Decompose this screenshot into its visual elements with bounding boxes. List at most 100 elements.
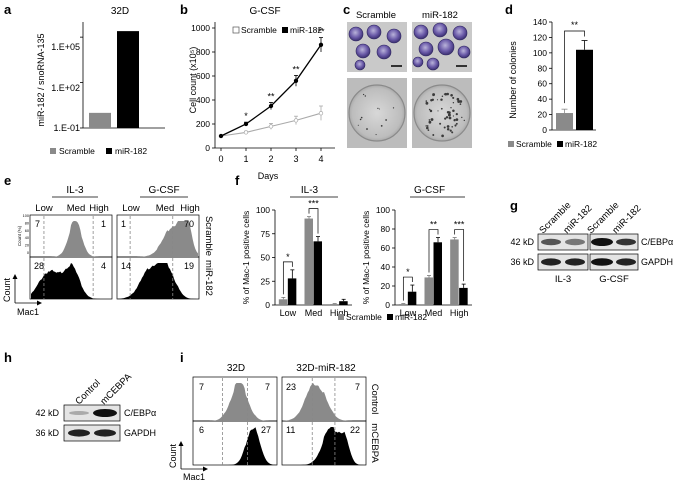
kd-marker: 42 kD xyxy=(510,237,534,247)
y-tick-label: 0 xyxy=(205,143,210,153)
colony-dot xyxy=(450,93,453,97)
y-tick-label: 0 xyxy=(542,125,547,135)
y-tick-label: 600 xyxy=(196,71,210,81)
histogram-curve xyxy=(283,383,365,421)
legend-label-scramble: Scramble xyxy=(59,146,95,156)
panel-a-ytick: 1.E-01 xyxy=(53,123,80,133)
x-tick-label: High xyxy=(450,308,469,318)
panel-label-e: e xyxy=(4,173,11,188)
panel-e-condition-gcsf: G-CSF xyxy=(148,185,179,196)
band xyxy=(616,238,636,246)
band xyxy=(591,258,613,266)
arrow-head xyxy=(203,466,208,472)
blot-cebpa xyxy=(63,404,121,422)
panel-a: 32D miR-182 / snoRNA-135 1.E-01 1.E+02 1… xyxy=(36,6,165,156)
data-point-mir182 xyxy=(318,42,324,47)
colony-dot xyxy=(428,119,431,121)
colony-dot xyxy=(428,120,432,124)
colony-dot xyxy=(452,96,455,99)
panel-label-d: d xyxy=(505,2,513,17)
significance-marker: * xyxy=(286,252,290,262)
colony-dot xyxy=(428,108,431,111)
panel-h: Control mCEBPA 42 kD 36 kD C/EBPα GAPDH xyxy=(35,371,156,442)
x-tick-label: Med xyxy=(425,308,443,318)
colony-dot xyxy=(455,122,458,125)
colony-dot xyxy=(446,125,450,128)
x-tick-label: Low xyxy=(280,308,297,318)
gate-label-low: Low xyxy=(35,203,53,214)
kd-marker: 42 kD xyxy=(35,408,59,418)
panel-c: Scramble miR-182 xyxy=(347,10,472,148)
lane-label: Control xyxy=(73,378,102,407)
legend-swatch-scramble xyxy=(508,141,514,147)
cell-nucleus xyxy=(413,24,429,40)
lane-label: mCEBPA xyxy=(98,371,134,407)
panel-b-title: G-CSF xyxy=(249,6,280,17)
histogram-curve xyxy=(194,383,276,421)
x-tick-label: 4 xyxy=(318,154,323,164)
cell-nucleus xyxy=(412,56,424,68)
row-label-mir182: miR-182 xyxy=(203,260,214,296)
cell-nucleus xyxy=(426,57,440,71)
y-tick-label: 0 xyxy=(385,300,390,310)
y-tick-label: 80 xyxy=(381,224,391,234)
grouped-bar-chart-il3: IL-3 % of Mac-1 positive cells 0 25 50 75 100 L… xyxy=(241,185,352,318)
axis-tick-label: 20 xyxy=(25,244,29,248)
colony-dot xyxy=(359,118,362,121)
gate-percent: 23 xyxy=(286,382,296,392)
colony-dot xyxy=(360,116,363,119)
legend-label-mir182: miR-182 xyxy=(565,139,597,149)
colony-dot xyxy=(441,134,444,138)
significance-marker: ** xyxy=(292,64,300,74)
data-point-mir182 xyxy=(268,103,274,109)
arrow-head xyxy=(12,274,18,279)
band-label-gapdh: GAPDH xyxy=(641,257,673,267)
column-label-32d-mir182: 32D-miR-182 xyxy=(296,363,356,374)
significance-marker: ** xyxy=(317,27,325,37)
arrow-head xyxy=(37,300,42,306)
colony-dot xyxy=(377,107,379,110)
colony-dot xyxy=(385,119,387,121)
x-tick-label: 2 xyxy=(268,154,273,164)
histogram-curve xyxy=(31,221,111,257)
bar-mir182 xyxy=(287,278,297,305)
y-tick-label: 140 xyxy=(533,17,547,27)
arrow-head xyxy=(178,441,184,446)
colony-dot xyxy=(461,116,463,119)
bar-mir182 xyxy=(576,49,593,131)
colony-dot xyxy=(446,92,449,96)
gate-label-high: High xyxy=(89,203,109,214)
cell-nucleus xyxy=(354,59,366,71)
colony-dot xyxy=(425,125,427,127)
colony-dot xyxy=(357,124,359,126)
bar-mir182 xyxy=(313,241,322,305)
y-tick-label: 100 xyxy=(256,205,270,215)
bar-scramble xyxy=(556,113,573,130)
panel-label-i: i xyxy=(180,350,184,365)
y-tick-label: 40 xyxy=(538,94,548,104)
panel-label-h: h xyxy=(4,350,12,365)
row-label-control: Control xyxy=(369,384,380,415)
panel-b-xlabel: Days xyxy=(258,171,279,181)
colony-dot xyxy=(432,94,435,97)
colony-dot xyxy=(454,124,457,127)
significance-bracket xyxy=(428,229,439,273)
colony-dot xyxy=(430,118,434,121)
colony-dot xyxy=(452,102,455,104)
cell-nucleus xyxy=(452,25,468,41)
panel-b: G-CSF Cell count (x10⁵) Days 0 200 400 600 8… xyxy=(188,6,335,181)
panel-g: Scramble miR-182 Scramble miR-182 42 kD … xyxy=(510,200,673,285)
x-tick-label: 0 xyxy=(218,154,223,164)
cell-nucleus xyxy=(386,28,402,44)
panel-d-ylabel: Number of colonies xyxy=(508,41,518,119)
gate-percent: 1 xyxy=(101,219,106,229)
panel-c-label-scramble: Scramble xyxy=(356,10,396,21)
data-point-scramble xyxy=(318,111,324,116)
significance-bracket xyxy=(402,276,413,301)
y-tick-label: 40 xyxy=(381,262,391,272)
colony-dot xyxy=(459,103,462,105)
colony-dot xyxy=(425,100,428,102)
legend-swatch-mir182 xyxy=(557,141,563,147)
panel-label-b: b xyxy=(180,2,188,17)
